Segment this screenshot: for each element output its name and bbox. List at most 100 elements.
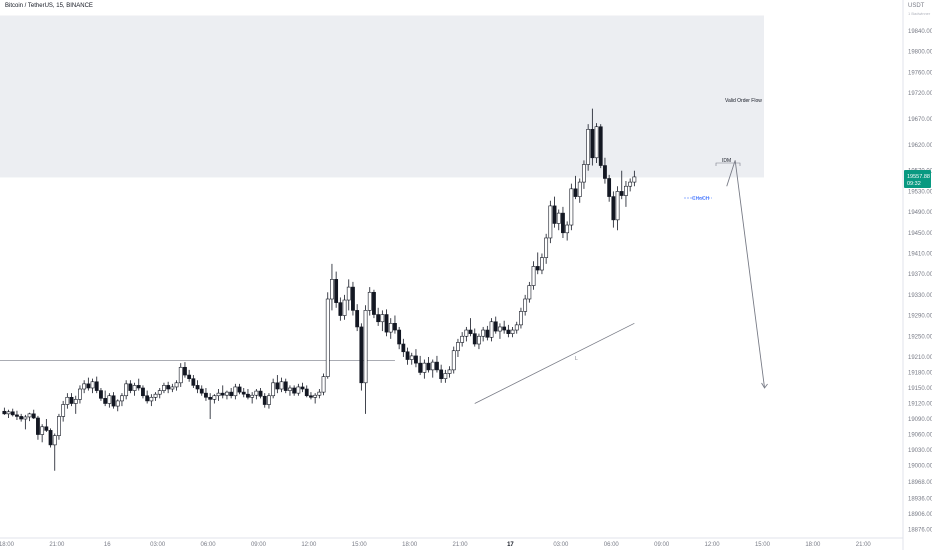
candle-bearish [44,426,49,431]
candle-bearish [561,212,565,234]
time-axis-tick-label: 18:00 [402,542,418,548]
currency-unit-subtitle: 1 Badwinner [908,11,931,16]
candle-bullish [225,391,229,396]
candle-bullish [178,366,183,384]
time-axis-tick-label: 18:00 [0,542,15,548]
candle-bullish [624,185,628,196]
time-axis[interactable]: 18:00 21:00 16 03:00 06:00 09:00 12:00 15:00 18:… [0,542,871,548]
candle-bullish [216,392,221,397]
candle-bearish [258,390,263,397]
candle-bearish [111,395,116,407]
candle-bearish [300,386,305,390]
candle-bearish [393,323,397,331]
candle-bullish [594,126,599,159]
candle-bullish [451,350,456,371]
candle-bullish [27,413,32,418]
candle-bullish [65,396,70,405]
valid-order-flow-label: Valid Order Flow [725,98,762,104]
price-axis-tick-label: 19800.00 [908,50,932,56]
projection-path[interactable] [726,160,765,389]
candle-bearish [439,369,444,379]
candle-bearish [338,302,343,316]
candle-bullish [577,181,582,197]
candle-bullish [632,176,637,183]
candle-bearish [607,178,612,197]
idm-bracket [715,162,741,166]
candle-bearish [468,329,473,334]
time-axis-tick-label: 21:00 [856,542,872,548]
candle-bullish [212,395,217,400]
candle-bearish [208,396,213,400]
candle-bearish [334,279,339,303]
candle-bearish [355,310,360,328]
candle-bullish [489,321,494,338]
candle-bearish [10,411,15,416]
time-axis-tick-label: 12:00 [301,542,317,548]
price-axis-tick-label: 19000.00 [908,464,932,470]
time-axis-tick-label: 15:00 [352,542,368,548]
time-axis-tick-label: 17 [507,542,514,548]
candle-bullish [233,386,238,397]
price-axis[interactable]: 19840.00 19800.00 19760.00 19720.00 19670.00… [908,29,932,534]
candle-bearish [237,386,242,393]
candle-bullish [23,416,28,420]
candle-bullish [510,329,515,334]
candle-bullish [107,395,112,404]
candle-bearish [15,414,19,417]
price-axis-tick-label: 19060.00 [908,433,932,439]
candle-bearish [229,391,234,397]
trendline[interactable] [474,322,635,404]
price-axis-tick-label: 19120.00 [908,402,932,408]
price-axis-tick-label: 19620.00 [908,143,932,149]
candle-bearish [372,291,376,315]
candle-bearish [191,378,196,386]
candle-bullish [325,298,330,377]
trendline-label: L [575,356,578,362]
candle-bearish [414,355,418,364]
candle-bullish [628,181,633,187]
candle-bearish [502,326,507,331]
candle-bullish [342,299,347,316]
choch-label: CHoCH [692,196,710,202]
candle-bearish [204,392,208,398]
candle-bullish [52,435,57,446]
candle-bullish [157,390,162,395]
price-axis-tick-label: 19250.00 [908,334,932,340]
candle-bearish [195,385,200,390]
time-axis-tick-label: 21:00 [49,542,65,548]
candle-bullish [271,382,276,397]
candle-bearish [603,165,607,179]
current-price-value: 19557.88 [907,174,930,180]
candle-bullish [149,396,154,402]
price-axis-tick-label: 19450.00 [908,231,932,237]
price-axis-tick-label: 19840.00 [908,29,932,35]
candle-bullish [254,390,259,396]
candle-bullish [296,386,301,394]
idm-label: IDM [722,158,731,164]
candle-bullish [544,237,549,258]
candle-bearish [145,395,150,402]
current-price-countdown: 09:32 [907,181,921,187]
candle-bullish [456,342,460,352]
candle-bearish [426,362,431,371]
candle-bearish [275,382,280,390]
candle-bearish [397,329,402,345]
projection-arrowhead [761,382,768,389]
candle-bullish [523,298,528,312]
price-axis-tick-label: 19490.00 [908,210,932,216]
candle-bearish [384,314,389,333]
candle-bearish [506,329,511,334]
time-axis-tick-label: 18:00 [805,542,821,548]
candle-bearish [246,393,250,398]
time-axis-tick-label: 03:00 [150,542,166,548]
candle-bullish [330,279,334,300]
candle-bullish [40,426,45,435]
price-axis-tick-label: 19760.00 [908,70,932,76]
price-axis-tick-label: 19720.00 [908,91,932,97]
candle-bullish [460,335,465,343]
candle-bullish [430,361,435,371]
candle-bullish [78,388,82,400]
price-axis-tick-label: 18906.00 [908,512,932,518]
candle-bearish [573,188,578,197]
